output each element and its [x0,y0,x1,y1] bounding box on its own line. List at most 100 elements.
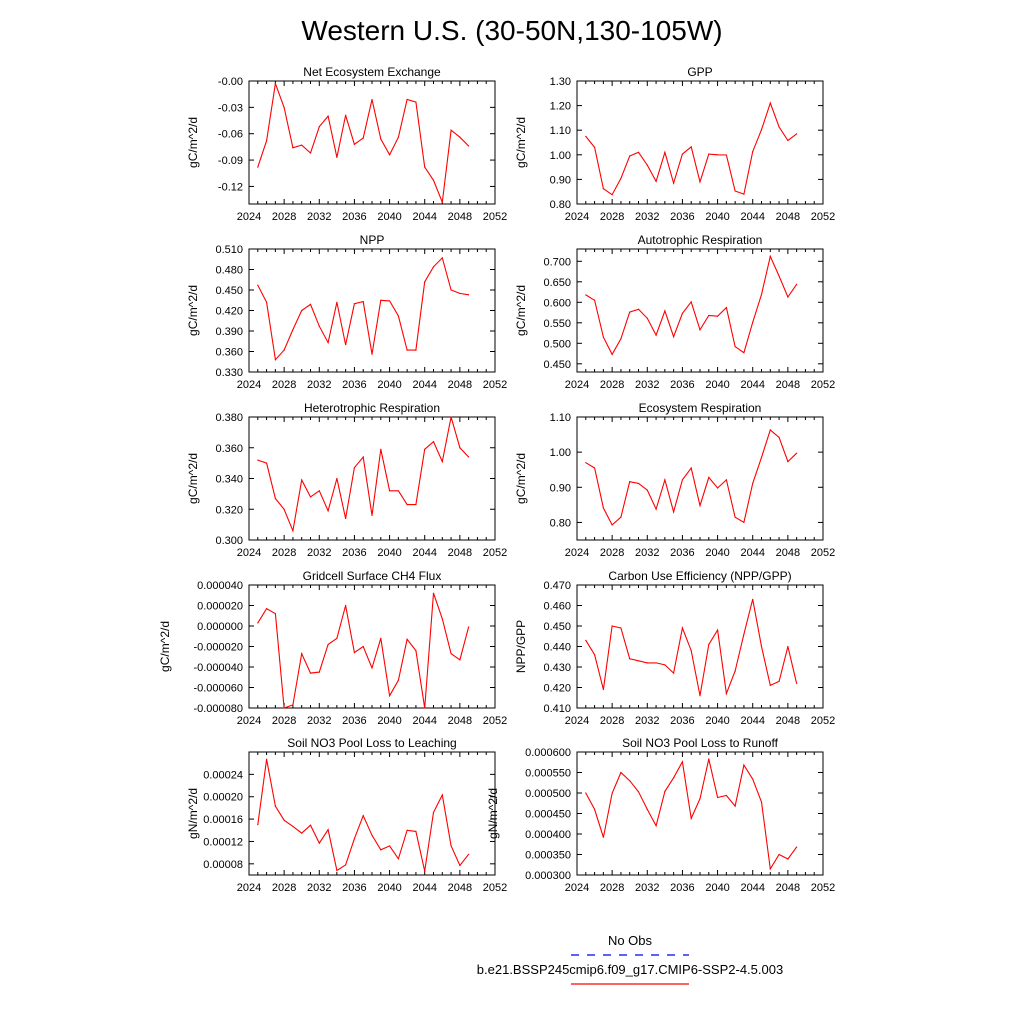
chart-5-data-point [353,467,356,469]
chart-7-data-point [292,704,294,706]
chart-6-xtick-label: 2040 [705,547,729,559]
chart-2-xtick-label: 2040 [705,211,729,223]
chart-9-data-point [459,864,461,867]
chart-9-data-point [362,815,364,817]
chart-8-ytick-label: 0.430 [543,662,571,674]
chart-5-data-point [441,460,443,463]
chart-9-data-point [257,824,259,826]
chart-1-data-point [274,83,276,85]
chart-2-title: GPP [687,65,712,79]
chart-4-data-point [752,321,754,323]
chart-2-data-point [708,153,710,155]
chart-2-xtick-label: 2036 [670,211,694,223]
chart-3-data-point [415,349,417,351]
chart-10-plot-frame [576,751,824,876]
chart-10-data-point [769,868,771,870]
chart-5-data-point [450,416,452,418]
chart-1-data-point [327,115,329,117]
chart-5-data-point [459,447,461,449]
chart-2-xtick-label: 2044 [740,211,764,223]
chart-7-data-point [301,653,303,655]
chart-8-data-point [716,629,719,631]
chart-10-data-point [585,792,587,794]
chart-3-xtick-label: 2032 [307,379,331,391]
chart-4-ytick-label: 0.550 [543,318,571,330]
chart-4-data-point [673,336,675,338]
chart-7-data-point [432,592,435,594]
chart-6-data-point [734,516,736,518]
chart-3-data-point [406,349,408,351]
chart-1-title: Net Ecosystem Exchange [303,65,441,79]
chart-4-data-point [593,299,596,301]
chart-6-series-line [585,429,797,526]
chart-2-data-point [681,153,684,155]
chart-1: Net Ecosystem Exchange gC/m^2/d 2024 2028 20… [186,65,507,223]
chart-10-ytick-label: 0.000450 [525,809,571,821]
chart-10-data-point [611,792,613,795]
chart-6-data-point [796,452,798,454]
chart-2-ylabel: gC/m^2/d [514,117,528,168]
chart-1-data-point [318,126,320,128]
chart-4-data-point [681,312,684,314]
chart-4-data-point [743,352,745,354]
chart-2-plot-frame [576,80,824,205]
chart-8-data-point [637,660,640,662]
chart-3-data-point [468,294,470,296]
chart-1-data-point [257,166,259,168]
figure-legend: No Obs b.e21.BSSP245cmip6.f09_g17.CMIP6-… [477,933,783,985]
chart-2-data-point [629,155,631,157]
chart-1-data-point [309,152,312,154]
chart-4-plot-frame [576,248,824,373]
chart-5-data-point [362,456,364,458]
chart-3-ytick-label: 0.330 [215,367,243,379]
chart-5-ylabel: gC/m^2/d [186,453,200,504]
chart-2-data-point [778,126,780,128]
chart-8-ytick-label: 0.410 [543,703,571,715]
chart-6-xtick-label: 2036 [670,547,694,559]
chart-7-data-point [415,650,417,652]
chart-4-data-point [655,334,657,336]
chart-2-xtick-label: 2052 [811,211,835,223]
chart-8-data-point [778,680,780,682]
chart-7-data-point [345,604,347,607]
chart-8-data-point [585,639,587,641]
chart-6-data-point [620,516,622,518]
chart-7-xtick-label: 2024 [237,715,261,727]
chart-6-data-point [760,456,763,459]
chart-2-data-point [699,181,701,183]
chart-1-xtick-label: 2040 [377,211,401,223]
chart-10-data-point [796,846,798,848]
chart-10-ytick-label: 0.000500 [525,788,571,800]
chart-4-ylabel: gC/m^2/d [514,285,528,336]
chart-8-data-point [646,662,648,664]
chart-10-data-point [690,817,692,820]
chart-10-data-point [734,805,736,807]
chart-1-data-point [468,145,470,147]
chart-10-xtick-label: 2036 [670,882,694,894]
chart-7-xtick-label: 2036 [342,715,366,727]
chart-3-data-point [397,315,399,317]
chart-5-xtick-label: 2036 [342,547,366,559]
chart-2-data-point [646,164,648,166]
chart-8-data-point [769,684,771,687]
chart-10-ytick-label: 0.000550 [525,768,571,780]
chart-9-ytick-label: 0.00024 [203,769,243,781]
chart-3-ytick-label: 0.360 [215,347,243,359]
chart-8-data-point [664,664,666,666]
chart-2-data-point [716,154,719,156]
chart-5-ytick-label: 0.320 [215,504,243,516]
chart-3-data-point [283,349,285,351]
chart-3-xtick-label: 2040 [377,379,401,391]
chart-7-data-point [283,707,285,709]
chart-3-data-point [424,281,426,283]
chart-7-data-point [336,637,338,639]
chart-2-xtick-label: 2048 [776,211,800,223]
chart-5-data-point [432,441,435,443]
chart-4-data-point [778,275,780,277]
chart-4-xtick-label: 2032 [635,379,659,391]
chart-8-data-point [743,633,745,635]
chart-4-xtick-label: 2036 [670,379,694,391]
chart-8: Carbon Use Efficiency (NPP/GPP) NPP/GPP 20… [514,569,835,727]
chart-4-ytick-label: 0.600 [543,297,571,309]
chart-5-xtick-label: 2028 [272,547,296,559]
